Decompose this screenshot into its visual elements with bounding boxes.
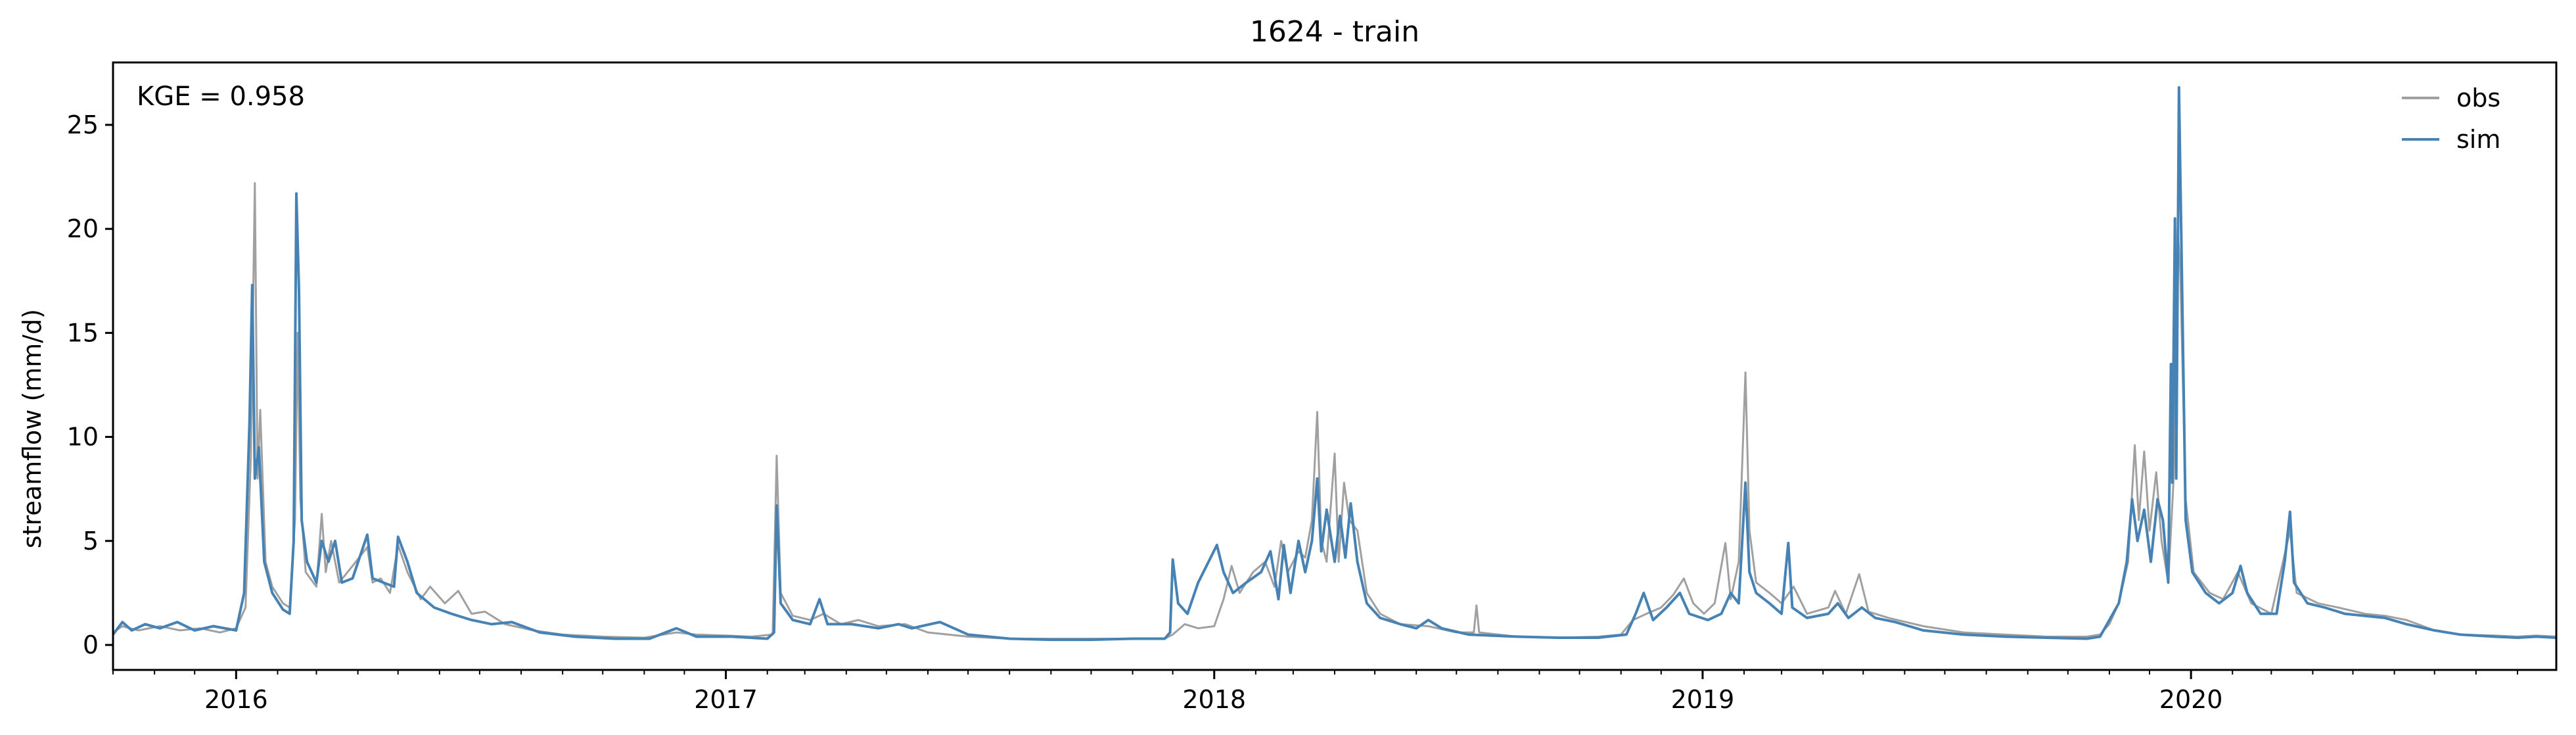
y-axis-ticks: 0 5 10 15 20 25 (67, 110, 113, 659)
y-axis-label: streamflow (mm/d) (18, 309, 47, 548)
y-tick-label: 5 (83, 527, 99, 556)
x-tick-label: 2016 (204, 685, 268, 714)
x-tick-label: 2020 (2159, 685, 2223, 714)
y-tick-label: 20 (67, 214, 99, 243)
x-tick-label: 2018 (1182, 685, 1246, 714)
y-tick-label: 0 (83, 630, 99, 659)
kge-annotation: KGE = 0.958 (137, 82, 305, 112)
x-tick-label: 2019 (1671, 685, 1735, 714)
y-tick-label: 15 (67, 318, 99, 347)
y-tick-label: 10 (67, 423, 99, 452)
legend-label-obs: obs (2456, 83, 2500, 112)
chart-title: 1624 - train (1250, 15, 1419, 49)
y-tick-label: 25 (67, 110, 99, 139)
x-tick-label: 2017 (694, 685, 758, 714)
series-line-sim (112, 86, 2557, 642)
legend-label-sim: sim (2456, 125, 2500, 154)
series-layer (112, 86, 2557, 642)
x-axis-ticks: 2016 2017 2018 2019 2020 (112, 670, 2518, 714)
legend: obs sim (2402, 83, 2500, 154)
plot-frame (112, 61, 2558, 671)
